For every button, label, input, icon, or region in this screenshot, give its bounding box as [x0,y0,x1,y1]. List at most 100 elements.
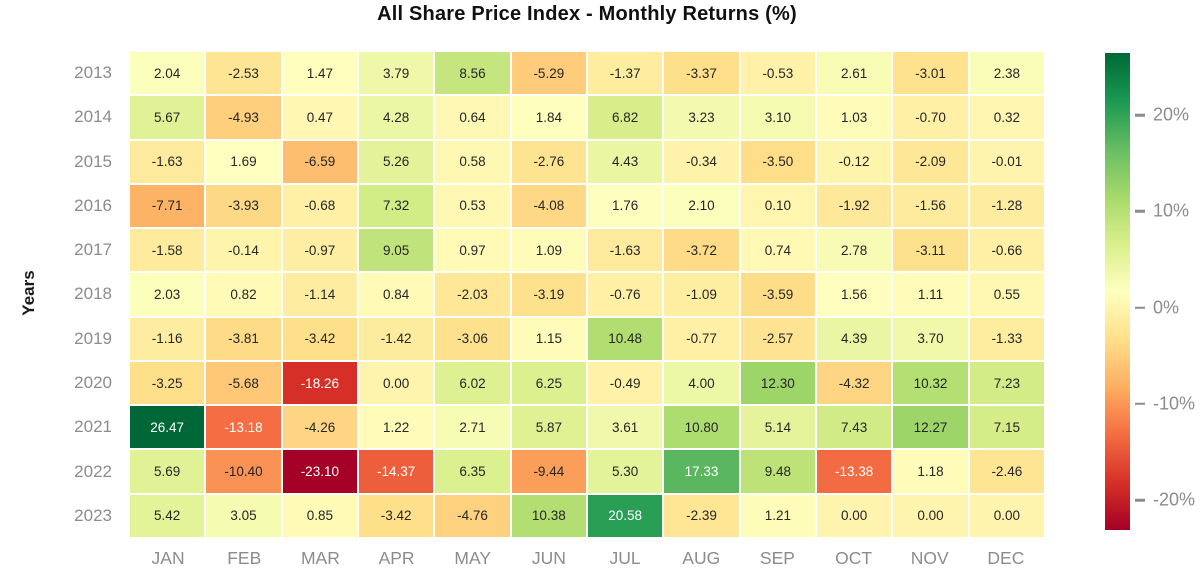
colorbar-tick [1135,210,1145,213]
heatmap-cell: -4.32 [817,361,892,405]
heatmap-cell: 0.85 [282,494,357,537]
heatmap-cell: 0.10 [740,184,815,228]
heatmap-cell: -0.12 [817,140,892,183]
heatmap-cell: -0.76 [588,273,663,316]
heatmap-cell: -5.68 [206,361,281,405]
colorbar-tick-label: 10% [1153,200,1190,221]
heatmap-cell: 1.18 [893,450,968,493]
heatmap-cell: 1.03 [817,96,892,139]
heatmap-cell: 10.32 [893,361,968,405]
x-tick-label: FEB [227,548,262,568]
colorbar-tick-label: 0% [1153,297,1180,318]
heatmap-cell: -13.18 [206,406,281,449]
heatmap-cell: -2.53 [206,52,281,95]
heatmap-cell: -3.93 [206,184,281,228]
y-tick-label: 2016 [74,195,112,215]
heatmap-cell: 2.71 [435,406,510,449]
x-tick-label: JAN [151,548,185,568]
heatmap-cell: -2.09 [893,140,968,183]
y-axis-label: Years [19,270,38,316]
heatmap-cell: -0.14 [206,229,281,272]
x-tick-label: JUN [531,548,566,568]
heatmap-cell: 1.84 [511,96,586,139]
heatmap-cell: 0.00 [359,361,434,405]
heatmap-cell: 1.47 [282,52,357,95]
heatmap-cell: 3.79 [359,52,434,95]
y-tick-label: 2018 [74,284,112,304]
heatmap-cell: 2.38 [969,52,1044,95]
heatmap-cell: -2.76 [511,140,586,183]
colorbar-tick-label: 20% [1153,104,1190,125]
heatmap-cell: 12.30 [740,361,815,405]
heatmap-cell: -2.57 [740,317,815,360]
heatmap-cell: -1.28 [969,184,1044,228]
heatmap-cell: -1.56 [893,184,968,228]
heatmap-cell: 4.43 [588,140,663,183]
heatmap-cell: -18.26 [282,361,357,405]
heatmap-cell: -0.34 [664,140,739,183]
colorbar: 20% 10% 0% -10% -20% [1105,53,1195,530]
heatmap-cell: 10.48 [588,317,663,360]
heatmap-cell: 20.58 [588,494,663,537]
heatmap-cell: 0.55 [969,273,1044,316]
heatmap-cell: 2.04 [130,52,205,95]
heatmap-cell: -3.59 [740,273,815,316]
heatmap-cell: 6.25 [511,361,586,405]
heatmap-cell: 4.00 [664,361,739,405]
heatmap-cell: 7.23 [969,361,1044,405]
colorbar-tick-label: -20% [1153,489,1196,510]
heatmap-cell: -2.46 [969,450,1044,493]
heatmap-cell: -7.71 [130,184,205,228]
heatmap-cell: 0.53 [435,184,510,228]
heatmap-cell: -1.42 [359,317,434,360]
heatmap-cell: 1.76 [588,184,663,228]
y-tick-label: 2014 [74,107,112,127]
heatmap-cell: -1.33 [969,317,1044,360]
heatmap-cell: 0.00 [969,494,1044,537]
y-tick-label: 2013 [74,63,112,83]
heatmap-cell: 1.11 [893,273,968,316]
heatmap-cell: 5.26 [359,140,434,183]
heatmap-cell: -1.58 [130,229,205,272]
heatmap-cell: 9.48 [740,450,815,493]
heatmap-cell: -14.37 [359,450,434,493]
heatmap-cell: 0.74 [740,229,815,272]
heatmap-cell: 3.05 [206,494,281,537]
heatmap-cell: -4.26 [282,406,357,449]
heatmap-cell: 7.43 [817,406,892,449]
heatmap-cell: 2.61 [817,52,892,95]
heatmap-cell: -3.19 [511,273,586,316]
heatmap-cell: -1.37 [588,52,663,95]
x-tick-label: OCT [835,548,873,568]
x-axis-tick-labels: JAN FEB MAR APR MAY JUN JUL AUG SEP OCT NOV DEC [130,548,1044,569]
heatmap-cell: -6.59 [282,140,357,183]
y-tick-label: 2021 [74,417,112,437]
heatmap-cell: 3.10 [740,96,815,139]
heatmap-cell: 3.61 [588,406,663,449]
heatmap-cell: 26.47 [130,406,205,449]
x-tick-label: APR [378,548,415,568]
heatmap-cell: 1.09 [511,229,586,272]
heatmap-cell: 10.80 [664,406,739,449]
heatmap-cell: 1.15 [511,317,586,360]
y-tick-label: 2023 [74,505,112,525]
colorbar-tick [1135,402,1145,406]
y-tick-label: 2015 [74,151,112,171]
heatmap-cell: -4.08 [511,184,586,228]
heatmap-cell: 9.05 [359,229,434,272]
y-axis-tick-labels: 2013 2014 2015 2016 2017 2018 2019 2020 2021 2022… [40,52,112,537]
colorbar-tick [1135,306,1145,309]
heatmap-cell: -3.25 [130,361,205,405]
y-tick-label: 2020 [74,373,112,393]
heatmap-cell: 5.14 [740,406,815,449]
x-tick-label: MAY [454,548,492,568]
heatmap-cell: 17.33 [664,450,739,493]
heatmap-cell: -3.50 [740,140,815,183]
heatmap-cell: 0.64 [435,96,510,139]
heatmap-cell: 2.03 [130,273,205,316]
heatmap-cell: -2.03 [435,273,510,316]
x-tick-label: SEP [759,548,795,568]
colorbar-tick [1135,114,1145,117]
heatmap-cell: -0.49 [588,361,663,405]
chart-title: All Share Price Index - Monthly Returns … [377,3,797,25]
